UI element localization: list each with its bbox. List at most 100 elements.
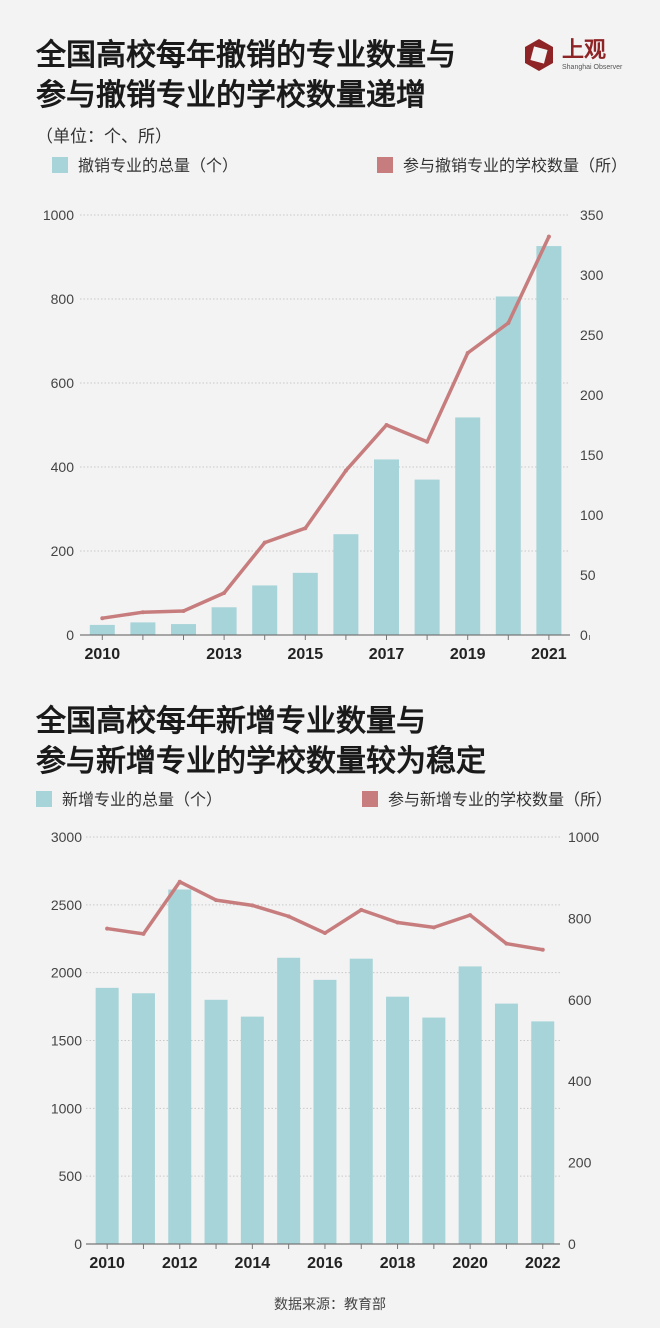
data-source: 数据来源：教育部 [274, 1297, 386, 1313]
x-tick-label: 2017 [369, 646, 405, 663]
legend-label: 参与新增专业的学校数量（所） [388, 790, 613, 809]
y-right-tick-label: 1000 [568, 829, 599, 845]
bar [89, 624, 115, 635]
bar [130, 622, 156, 635]
chart1-title-line1: 全国高校每年撤销的专业数量与 [36, 38, 456, 73]
line-point [214, 898, 219, 903]
line-point [177, 879, 182, 884]
x-tick-label: 2016 [307, 1255, 343, 1272]
x-tick-label: 2018 [380, 1255, 416, 1272]
bar [313, 979, 337, 1244]
bar [495, 296, 521, 635]
legend-swatch-line [362, 791, 378, 807]
y-right-tick-label: 100 [580, 507, 604, 523]
x-tick-label: 2020 [452, 1255, 488, 1272]
bar [455, 417, 481, 635]
y-right-tick-label: 400 [568, 1073, 592, 1089]
x-tick-label: 2013 [206, 646, 242, 663]
line-point [540, 947, 545, 952]
logo-text-en: Shanghai Observer [562, 64, 623, 71]
line-point [506, 321, 511, 325]
logo-text-cn: 上观 [562, 38, 607, 63]
y-right-tick-label: 800 [568, 910, 592, 926]
y-left-tick-label: 200 [51, 543, 75, 559]
line-point [468, 913, 473, 918]
bar [131, 993, 155, 1244]
y-right-tick-label: 150 [580, 447, 604, 463]
legend-swatch-line [377, 157, 393, 173]
chart1-title: 全国高校每年撤销的专业数量与 参与撤销专业的学校数量递增 [36, 36, 456, 116]
legend-label: 参与撤销专业的学校数量（所） [403, 156, 628, 175]
y-right-tick-label: 300 [580, 267, 604, 283]
series-line [100, 234, 551, 620]
line-point [322, 931, 327, 936]
x-tick-label: 2010 [85, 646, 121, 663]
x-tick-label: 2010 [89, 1255, 125, 1272]
line-point [343, 468, 348, 473]
y-right-tick-label: 0 [580, 627, 588, 643]
line-point [140, 610, 145, 615]
x-tick-label: 2015 [288, 646, 324, 663]
chart1-legend-line: 参与撤销专业的学校数量（所） [377, 156, 627, 176]
chart2-title: 全国高校每年新增专业数量与 参与新增专业的学校数量较为稳定 [36, 702, 486, 782]
x-tick-label: 2022 [525, 1255, 561, 1272]
chart2-legend-line: 参与新增专业的学校数量（所） [362, 790, 612, 810]
bar [536, 246, 562, 635]
line-point [100, 616, 105, 621]
line-point [395, 920, 400, 925]
line-point [286, 914, 291, 919]
line-point [359, 907, 364, 912]
line-point [141, 931, 146, 936]
y-left-tick-label: 1500 [51, 1033, 82, 1049]
chart1-title-line2: 参与撤销专业的学校数量递增 [36, 78, 426, 113]
logo-icon [525, 39, 553, 71]
chart2-title-line1: 全国高校每年新增专业数量与 [36, 704, 426, 739]
bar [277, 957, 301, 1244]
y-left-tick-label: 2500 [51, 897, 82, 913]
legend-swatch-bar [52, 157, 68, 173]
line-point [425, 439, 430, 444]
x-tick-label: 2021 [531, 646, 567, 663]
line-point [303, 526, 308, 531]
chart1-legend-bar: 撤销专业的总量（个） [52, 156, 238, 176]
y-left-tick-label: 600 [51, 375, 75, 391]
line-point [546, 234, 551, 239]
y-left-tick-label: 1000 [43, 207, 74, 223]
line-point [262, 540, 267, 545]
bar [414, 479, 440, 635]
y-left-tick-label: 0 [66, 627, 74, 643]
y-right-tick-label: 200 [580, 387, 604, 403]
bar [386, 996, 410, 1244]
y-left-tick-label: 1000 [51, 1100, 82, 1116]
bar [349, 958, 373, 1244]
legend-label: 新增专业的总量（个） [62, 790, 223, 809]
y-left-tick-label: 400 [51, 459, 75, 475]
bar [252, 585, 278, 635]
y-left-tick-label: 3000 [51, 829, 82, 845]
bar [458, 966, 482, 1244]
x-tick-label: 2014 [235, 1255, 271, 1272]
y-right-tick-label: 600 [568, 992, 592, 1008]
bar [171, 624, 196, 635]
y-left-tick-label: 500 [59, 1168, 83, 1184]
y-left-tick-label: 0 [74, 1236, 82, 1252]
chart2-title-line2: 参与新增专业的学校数量较为稳定 [36, 744, 486, 779]
chart2-plot: 0 500 1000 1500 2000 2500 3000 0 200 400 600 800 100… [51, 829, 600, 1272]
shanghai-observer-logo: 上观 Shanghai Observer [522, 38, 622, 78]
chart2-legend-bar: 新增专业的总量（个） [36, 790, 222, 810]
y-left-tick-label: 800 [51, 291, 75, 307]
unit-note: （单位：个、所） [36, 127, 172, 147]
y-right-tick-label: 0 [568, 1236, 576, 1252]
line-point [431, 925, 436, 930]
bar [204, 999, 228, 1244]
bar [374, 459, 399, 635]
line-point [384, 423, 389, 427]
bar [292, 572, 318, 635]
y-right-tick-label: 350 [580, 207, 604, 223]
legend-swatch-bar [36, 791, 52, 807]
line-point [250, 903, 255, 908]
y-left-tick-label: 2000 [51, 965, 82, 981]
bar [494, 1003, 518, 1244]
line-point [222, 591, 227, 595]
y-right-tick-label: 200 [568, 1155, 592, 1171]
